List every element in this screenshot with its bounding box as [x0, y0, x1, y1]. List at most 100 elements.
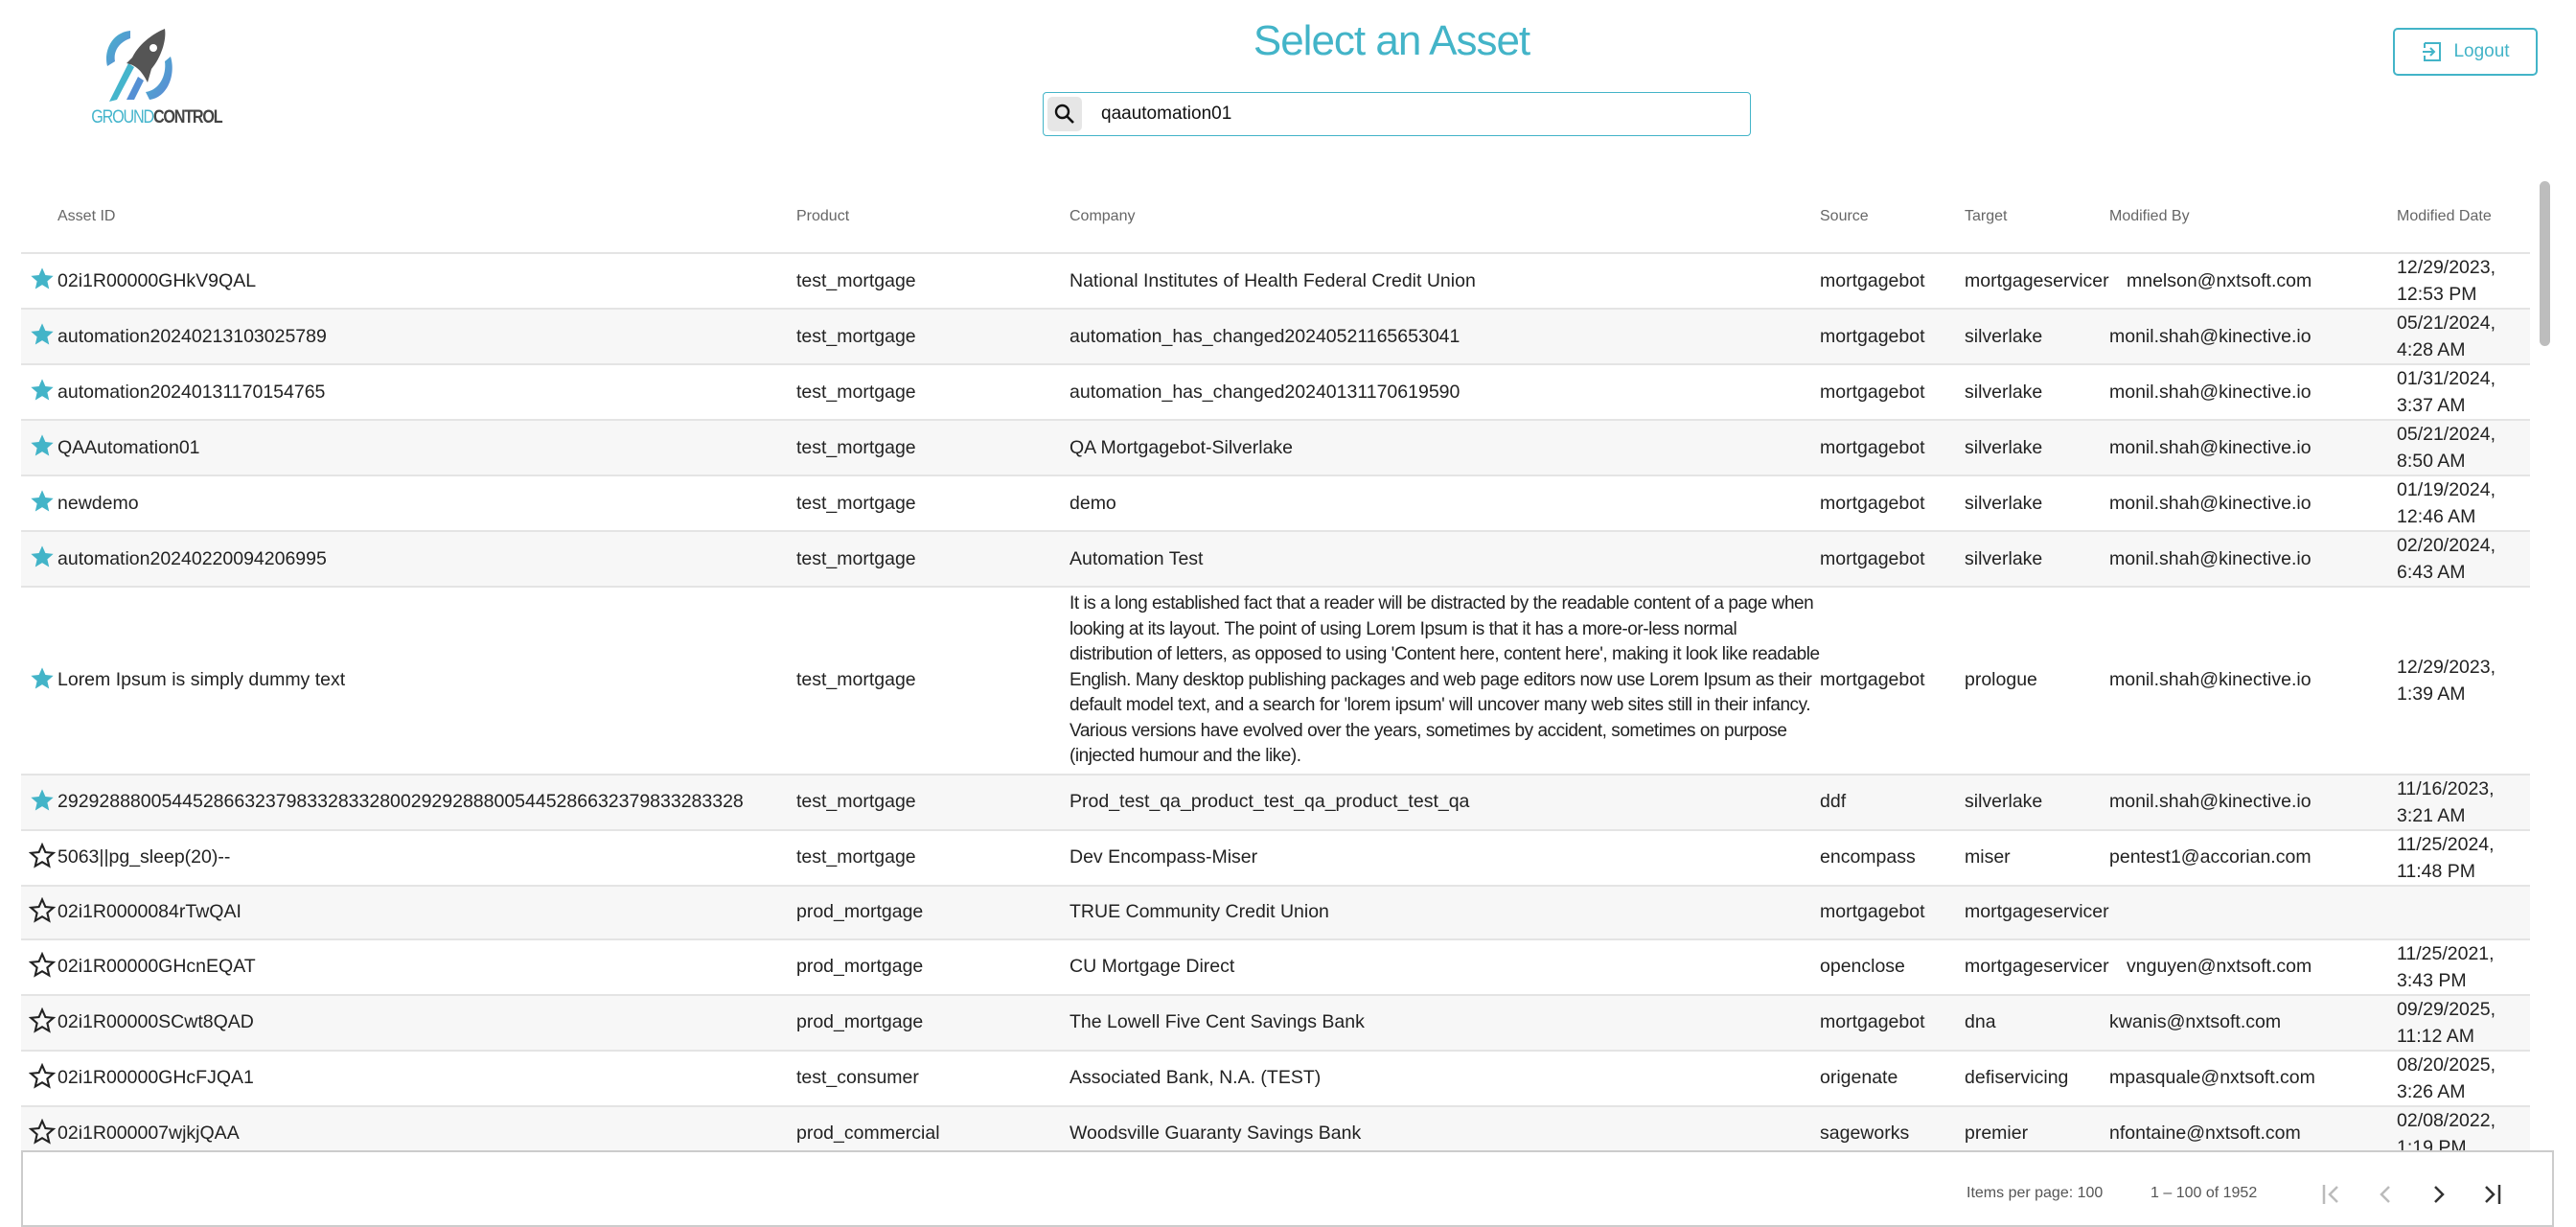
table-row[interactable]: 02i1R00000GHcFJQA1 test_consumer Associate… — [21, 1052, 2530, 1107]
modified-date: 01/19/2024, — [2397, 479, 2496, 500]
modified-date: 01/31/2024, — [2397, 368, 2496, 389]
cell-company: automation_has_changed20240521165653041 — [1070, 325, 1460, 347]
cell-company: National Institutes of Health Federal Cr… — [1070, 269, 1476, 291]
modified-time: 11:12 AM — [2397, 1025, 2474, 1047]
cell-product: test_mortgage — [796, 381, 916, 403]
asset-id-text[interactable]: 02i1R00000GHkV9QAL — [58, 269, 257, 291]
table-row[interactable]: 02i1R00000GHkV9QAL test_mortgage National … — [21, 254, 2530, 310]
next-page-icon[interactable] — [2425, 1181, 2453, 1208]
cell-modified-date: 12/29/2023, 1:39 AM — [2397, 654, 2530, 707]
cell-asset-id: automation20240220094206995 — [31, 545, 796, 570]
star-outline-icon[interactable] — [29, 951, 56, 979]
table-row[interactable]: QAAutomation01 test_mortgage QA Mortgagebo… — [21, 421, 2530, 476]
cell-source: mortgagebot — [1820, 669, 1925, 691]
first-page-icon[interactable] — [2316, 1181, 2345, 1208]
star-outline-icon[interactable] — [29, 1062, 56, 1090]
cell-product: test_mortgage — [796, 791, 916, 812]
table-row[interactable]: Lorem Ipsum is simply dummy text test_mor… — [21, 588, 2530, 776]
logout-button[interactable]: Logout — [2393, 28, 2538, 76]
column-header-modified-by[interactable]: Modified By — [2109, 208, 2190, 224]
star-outline-icon[interactable] — [29, 1007, 56, 1034]
star-outline-icon[interactable] — [29, 1118, 56, 1146]
modified-date: 02/20/2024, — [2397, 535, 2496, 556]
star-filled-icon[interactable] — [29, 665, 56, 692]
table-row[interactable]: automation20240131170154765 test_mortgage… — [21, 365, 2530, 421]
modified-time: 1:39 AM — [2397, 683, 2466, 705]
asset-id-text[interactable]: 2929288800544528663237983328332800292928… — [58, 791, 744, 812]
cell-product: test_mortgage — [796, 269, 916, 291]
table-row[interactable]: 02i1R00000SCwt8QAD prod_mortgage The Lowel… — [21, 995, 2530, 1052]
cell-product: test_mortgage — [796, 846, 916, 868]
asset-id-text[interactable]: 02i1R00000SCwt8QAD — [58, 1011, 254, 1032]
column-header-source[interactable]: Source — [1820, 208, 1869, 224]
table-row[interactable]: 2929288800544528663237983328332800292928… — [21, 775, 2530, 831]
modified-date: 11/25/2021, — [2397, 942, 2495, 964]
asset-id-text[interactable]: Lorem Ipsum is simply dummy text — [58, 669, 346, 691]
table-row[interactable]: 5063||pg_sleep(20)-- test_mortgage Dev Enc… — [21, 831, 2530, 887]
vertical-scrollbar[interactable] — [2540, 181, 2550, 346]
cell-product: prod_mortgage — [796, 1011, 924, 1032]
cell-source: mortgagebot — [1820, 436, 1925, 458]
cell-company: Dev Encompass-Miser — [1070, 846, 1258, 868]
asset-id-text[interactable]: 02i1R00000GHcFJQA1 — [58, 1067, 254, 1088]
cell-source: origenate — [1820, 1067, 1898, 1088]
star-filled-icon[interactable] — [29, 321, 56, 348]
modified-date: 12/29/2023, — [2397, 656, 2496, 678]
modified-date: 08/20/2025, — [2397, 1053, 2496, 1076]
table-row[interactable]: 02i1R00000GHcnEQAT prod_mortgage CU Mortga… — [21, 940, 2530, 996]
asset-id-text[interactable]: newdemo — [58, 492, 139, 514]
cell-target: silverlake — [1965, 436, 2043, 458]
cell-product: prod_mortgage — [796, 901, 924, 922]
cell-modified-by: vnguyen@nxtsoft.com — [2127, 956, 2312, 977]
modified-date: 12/29/2023, — [2397, 257, 2496, 278]
cell-product: test_mortgage — [796, 325, 916, 347]
search-button[interactable] — [1047, 97, 1082, 131]
asset-id-text[interactable]: QAAutomation01 — [58, 436, 200, 458]
cell-company: The Lowell Five Cent Savings Bank — [1070, 1011, 1365, 1032]
last-page-icon[interactable] — [2478, 1181, 2507, 1208]
column-header-target[interactable]: Target — [1965, 208, 2008, 224]
star-filled-icon[interactable] — [29, 266, 56, 292]
star-outline-icon[interactable] — [29, 842, 56, 869]
table-row[interactable]: automation20240220094206995 test_mortgage… — [21, 532, 2530, 588]
cell-modified-by: monil.shah@kinective.io — [2109, 325, 2312, 347]
asset-id-text[interactable]: 5063||pg_sleep(20)-- — [58, 846, 231, 868]
cell-source: mortgagebot — [1820, 492, 1925, 514]
asset-id-text[interactable]: 02i1R00000GHcnEQAT — [58, 956, 256, 977]
cell-modified-date: 02/20/2024, 6:43 AM — [2397, 532, 2530, 586]
column-header-product[interactable]: Product — [796, 208, 850, 224]
star-filled-icon[interactable] — [29, 544, 56, 570]
column-header-modified-date[interactable]: Modified Date — [2397, 208, 2492, 224]
asset-id-text[interactable]: 02i1R0000084rTwQAI — [58, 901, 242, 922]
items-per-page[interactable]: Items per page: 100 — [1966, 1185, 2104, 1201]
modified-time: 11:48 PM — [2397, 860, 2476, 882]
previous-page-icon[interactable] — [2371, 1181, 2400, 1208]
cell-company: It is a long established fact that a rea… — [1070, 593, 1820, 766]
modified-time: 3:21 AM — [2397, 804, 2466, 826]
star-filled-icon[interactable] — [29, 377, 56, 404]
star-filled-icon[interactable] — [29, 488, 56, 515]
table-row[interactable]: 02i1R0000084rTwQAI prod_mortgage TRUE Comm… — [21, 886, 2530, 940]
cell-asset-id: 02i1R000007wjkjQAA — [29, 1118, 796, 1145]
column-header-company[interactable]: Company — [1070, 208, 1136, 224]
cell-target: silverlake — [1965, 492, 2043, 514]
search-input[interactable] — [1101, 99, 1734, 129]
asset-id-text[interactable]: automation20240131170154765 — [58, 381, 326, 403]
column-header-asset-id[interactable]: Asset ID — [58, 208, 116, 224]
cell-modified-date: 08/20/2025, 3:26 AM — [2397, 1052, 2530, 1105]
cell-modified-by: mpasquale@nxtsoft.com — [2109, 1067, 2315, 1088]
rocket-logo-icon — [106, 29, 172, 102]
star-filled-icon[interactable] — [29, 432, 56, 459]
table-row[interactable]: newdemo test_mortgage demo mortgagebot silve… — [21, 476, 2530, 532]
logout-icon — [2423, 42, 2442, 61]
asset-id-text[interactable]: automation20240213103025789 — [58, 325, 327, 347]
asset-id-text[interactable]: 02i1R000007wjkjQAA — [58, 1123, 240, 1144]
cell-target: silverlake — [1965, 325, 2043, 347]
asset-id-text[interactable]: automation20240220094206995 — [58, 547, 327, 569]
cell-source: mortgagebot — [1820, 325, 1925, 347]
cell-product: test_consumer — [796, 1067, 919, 1088]
table-row[interactable]: automation20240213103025789 test_mortgage… — [21, 310, 2530, 365]
cell-asset-id: automation20240213103025789 — [31, 323, 796, 348]
star-filled-icon[interactable] — [29, 787, 56, 814]
star-outline-icon[interactable] — [29, 896, 56, 924]
